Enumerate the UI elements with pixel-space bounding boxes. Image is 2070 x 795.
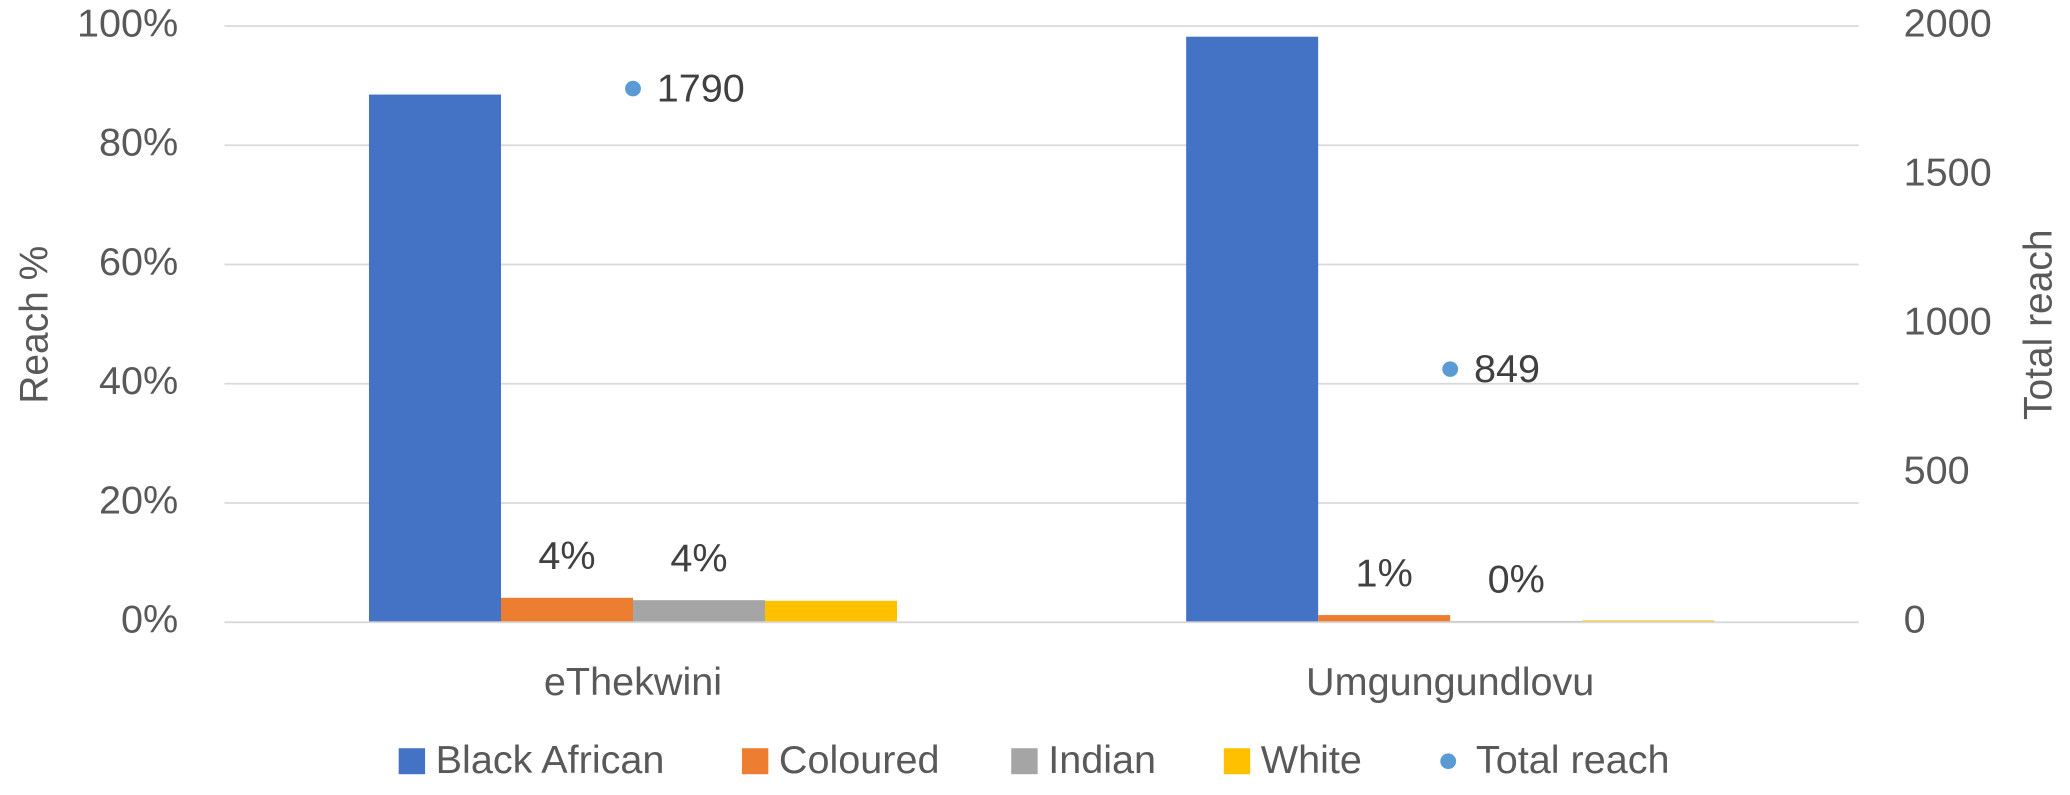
bar — [500, 597, 634, 623]
y-tick-label: 100% — [77, 2, 178, 46]
legend-label: White — [1261, 738, 1362, 782]
y-axis-title: Reach % — [12, 246, 56, 404]
bar — [633, 600, 766, 623]
y2-axis-title: Total reach — [2016, 229, 2060, 420]
legend-label: Total reach — [1476, 738, 1670, 782]
data-label: 4% — [670, 537, 727, 581]
y-tick-label: 20% — [99, 479, 178, 523]
legend-marker — [1440, 753, 1457, 770]
data-label: 1790 — [657, 67, 745, 111]
bar — [1186, 36, 1319, 623]
point — [1442, 361, 1459, 377]
y-tick-label: 80% — [99, 121, 178, 165]
legend-marker — [1011, 748, 1038, 775]
y2-tick-label: 1000 — [1904, 300, 1992, 344]
legend-marker — [398, 748, 426, 775]
y-tick-label: 40% — [99, 359, 178, 403]
y2-tick-label: 1500 — [1904, 151, 1992, 195]
legend-marker — [1223, 748, 1251, 775]
bar — [368, 94, 501, 623]
x-tick-label: eThekwini — [544, 660, 722, 704]
bar — [1582, 620, 1715, 623]
y2-tick-label: 500 — [1904, 449, 1970, 493]
data-label: 0% — [1488, 558, 1545, 602]
legend-label: Indian — [1048, 738, 1156, 782]
y2-tick-label: 0 — [1904, 598, 1926, 642]
bar — [1318, 615, 1451, 623]
point — [625, 80, 641, 97]
y2-tick-label: 2000 — [1904, 2, 1992, 46]
data-label: 1% — [1356, 552, 1413, 596]
legend-marker — [741, 748, 769, 775]
y-tick-label: 0% — [121, 598, 178, 642]
data-label: 849 — [1474, 347, 1540, 391]
legend-label: Coloured — [779, 738, 940, 782]
data-label: 4% — [538, 534, 595, 578]
legend-label: Black African — [436, 738, 665, 782]
bar — [765, 600, 898, 623]
y-tick-label: 60% — [99, 240, 178, 284]
x-tick-label: Umgungundlovu — [1306, 660, 1594, 704]
